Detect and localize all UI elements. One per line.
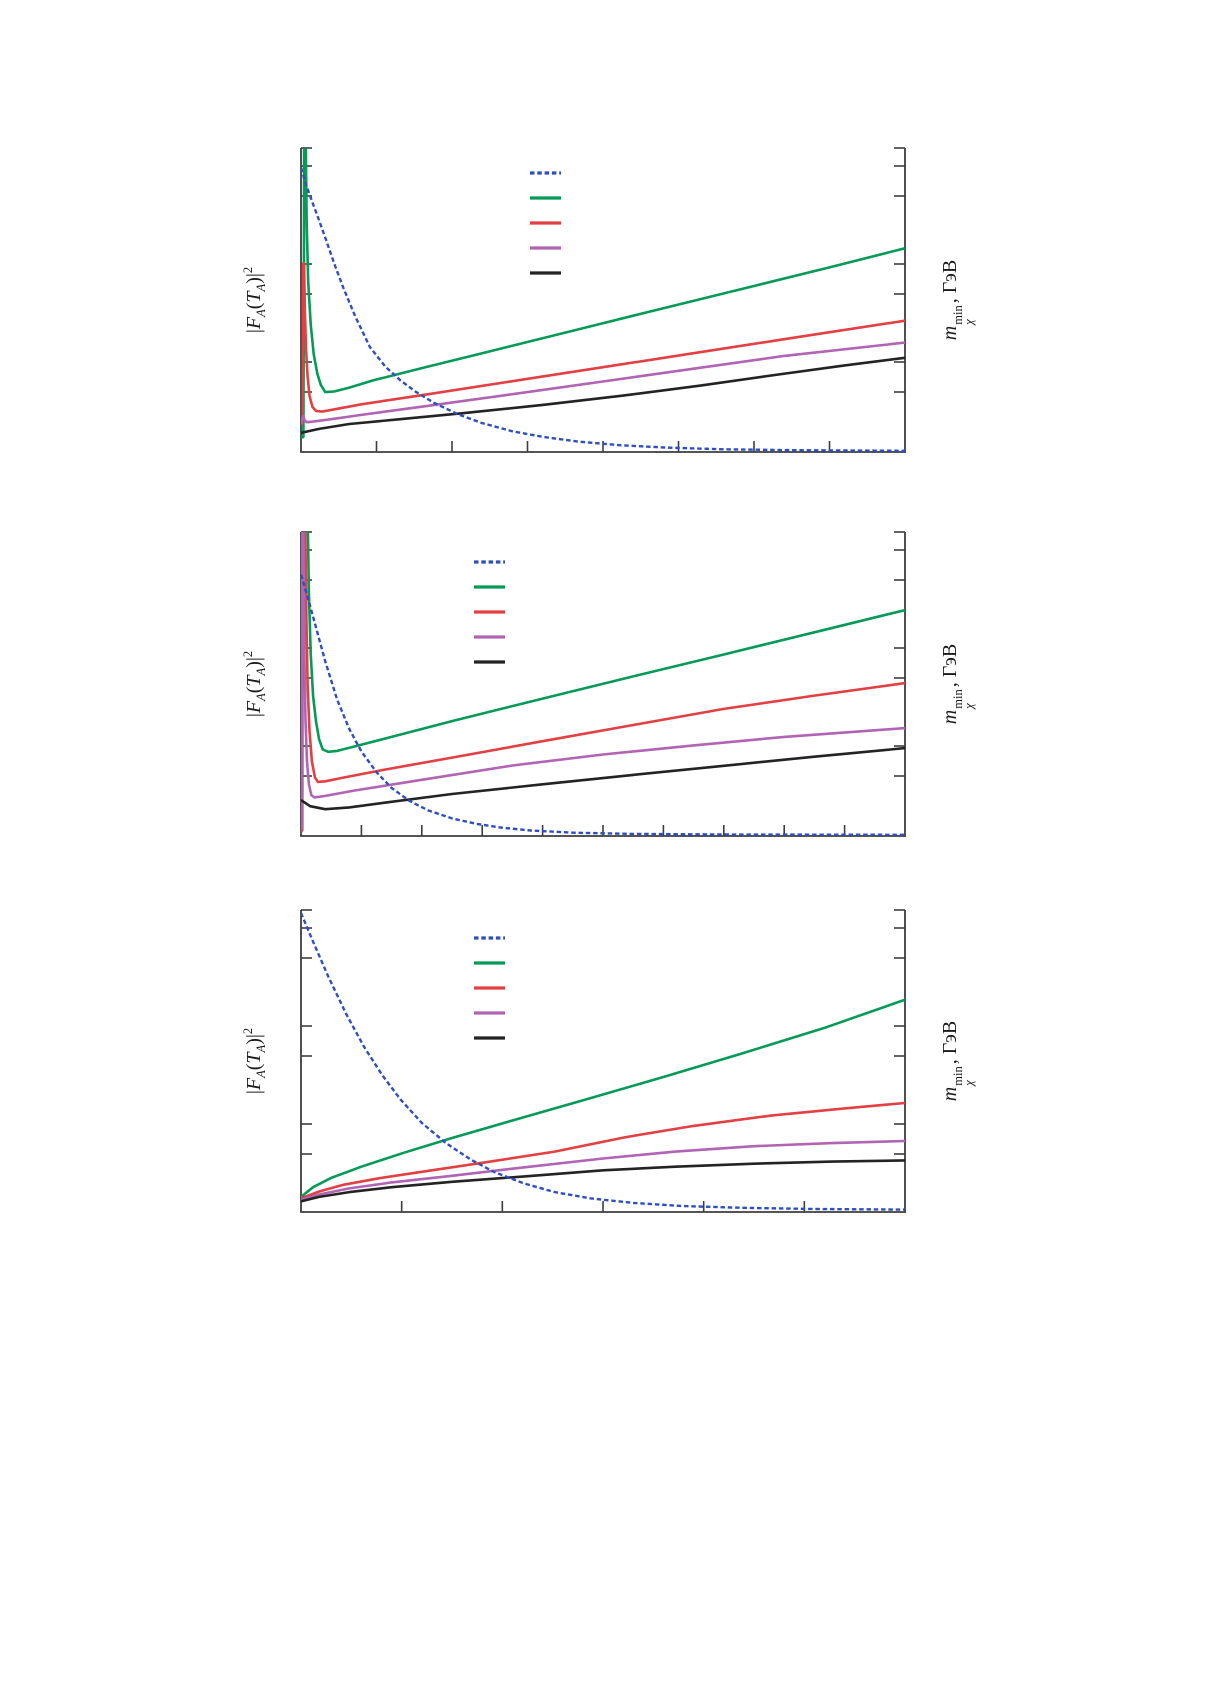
label-part: T — [243, 291, 265, 303]
label-part: , — [939, 293, 961, 304]
label-part: m — [939, 325, 961, 341]
label-part: F — [243, 1077, 265, 1091]
green-solid-line — [301, 148, 905, 440]
x-axis-label-top-panel: m min χ, ГэВ — [939, 259, 976, 341]
blue-dashed-line — [301, 574, 905, 836]
top-panel-axes — [300, 148, 906, 453]
green-solid-line — [301, 998, 905, 1198]
sub-sup-stack: min χ — [951, 689, 976, 709]
label-part: )| — [243, 1034, 265, 1045]
label-part: , — [939, 1054, 961, 1065]
bottom-panel-ticks — [301, 909, 905, 1212]
label-part: A — [254, 1044, 268, 1053]
y-axis-label-middle-panel: |FA(TA)|2 — [241, 651, 269, 717]
bottom-panel — [300, 909, 906, 1213]
sub-sup-stack: min χ — [951, 1066, 976, 1086]
red-solid-line — [301, 1101, 905, 1200]
purple-solid-line — [301, 532, 905, 831]
black-solid-line — [301, 356, 905, 435]
top-panel — [300, 147, 906, 453]
label-part: ГэВ — [939, 643, 961, 678]
black-solid-line — [301, 1159, 905, 1203]
label-part: A — [254, 309, 268, 317]
label-part: m — [939, 1086, 961, 1102]
label-part: )| — [243, 273, 265, 284]
x-axis-label-middle-panel: m min χ, ГэВ — [939, 643, 976, 725]
label-part: ГэВ — [939, 1020, 961, 1055]
middle-panel-legend — [474, 560, 505, 664]
label-part: ( — [243, 302, 265, 310]
red-solid-line — [301, 262, 905, 426]
label-part: | — [243, 1090, 265, 1095]
label-part: | — [243, 713, 265, 718]
label-part: 2 — [241, 650, 255, 658]
x-axis-label-bottom-panel: m min χ, ГэВ — [939, 1020, 976, 1102]
label-part: | — [243, 329, 265, 334]
label-part: A — [254, 1070, 268, 1078]
black-solid-line — [301, 746, 905, 811]
top-panel-legend — [530, 171, 561, 275]
label-part: 2 — [241, 266, 255, 274]
middle-panel-curves — [301, 532, 905, 836]
label-part: A — [254, 693, 268, 701]
blue-dashed-line — [301, 167, 905, 452]
label-part: ( — [243, 1063, 265, 1071]
y-axis-label-top-panel: |FA(TA)|2 — [241, 267, 269, 333]
label-part: , — [939, 677, 961, 688]
red-solid-line — [301, 532, 905, 833]
blue-dashed-line — [301, 912, 905, 1211]
label-part: T — [243, 675, 265, 687]
label-part: F — [243, 700, 265, 714]
purple-solid-line — [301, 341, 905, 424]
green-solid-line — [301, 532, 905, 826]
middle-panel — [300, 531, 906, 837]
label-part: A — [254, 667, 268, 676]
y-axis-label-bottom-panel: |FA(TA)|2 — [241, 1028, 269, 1094]
label-part: )| — [243, 657, 265, 668]
label-part: 2 — [241, 1027, 255, 1035]
label-part: ГэВ — [939, 259, 961, 294]
label-part: A — [254, 283, 268, 292]
label-part: F — [243, 316, 265, 330]
label-part: T — [243, 1052, 265, 1064]
label-part: ( — [243, 686, 265, 694]
bottom-panel-curves — [301, 912, 905, 1211]
label-part: m — [939, 709, 961, 725]
bottom-panel-legend — [474, 936, 505, 1040]
sub-sup-stack: min χ — [951, 305, 976, 325]
purple-solid-line — [301, 1139, 905, 1202]
top-panel-ticks — [301, 147, 905, 452]
top-panel-curves — [301, 148, 905, 452]
bottom-panel-axes — [300, 910, 906, 1213]
